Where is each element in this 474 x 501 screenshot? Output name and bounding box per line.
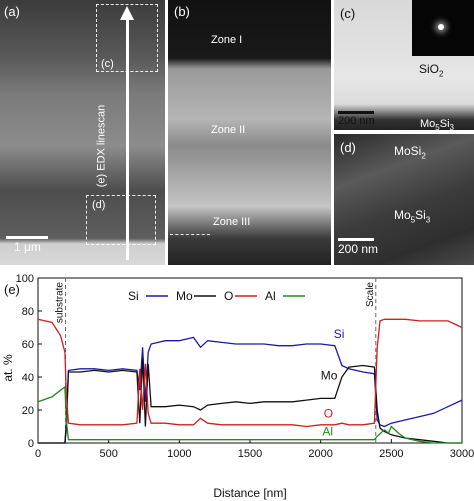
zone-label-1: Zone I — [211, 34, 243, 46]
linescan-arrow-head — [120, 6, 134, 20]
y-tick-label: 100 — [16, 273, 34, 285]
y-axis-label: at. % — [1, 354, 15, 382]
panel-label-a: (a) — [4, 4, 20, 19]
legend-label-mo: Mo — [176, 289, 193, 303]
y-tick-label: 60 — [22, 339, 34, 351]
micrograph-panel-d: (d) MoSi2 Mo5Si3 200 nm — [334, 134, 474, 265]
scale-bar-a — [6, 236, 48, 239]
zone-label-2: Zone II — [211, 124, 246, 136]
diffraction-inset — [412, 0, 474, 56]
callout-label-d: (d) — [92, 199, 106, 211]
y-tick-label: 20 — [22, 405, 34, 417]
series-label-al: Al — [322, 424, 333, 438]
x-tick-label: 2500 — [379, 448, 403, 460]
phase-label-mo5si3-d: Mo5Si3 — [394, 208, 431, 225]
scale-label-d: 200 nm — [338, 242, 379, 256]
zone-label-3: Zone III — [213, 216, 251, 228]
series-label-o: O — [324, 406, 333, 420]
x-axis-label: Distance [nm] — [213, 486, 286, 500]
edx-linescan-chart: (e) 0 500 1000 1500 2000 2500 3000 0 20 40 60 80 100… — [1, 273, 474, 500]
panel-label-b: (b) — [174, 4, 190, 19]
legend-label-si: Si — [128, 289, 139, 303]
substrate-label: substrate — [55, 282, 66, 324]
diffraction-spot-icon — [438, 24, 444, 30]
x-tick-label: 500 — [99, 448, 117, 460]
linescan-arrow-shaft — [126, 20, 129, 260]
micrograph-panel-a: (a) (c) (d) (e) EDX linescan 1 μm — [0, 0, 165, 265]
scale-label: Scale — [365, 282, 376, 307]
x-tick-label: 0 — [35, 448, 41, 460]
region-box-d — [86, 195, 156, 245]
panel-label-c: (c) — [340, 6, 356, 21]
linescan-label: (e) EDX linescan — [95, 104, 108, 188]
phase-label-mosi2: MoSi2 — [394, 144, 426, 161]
micrograph-panel-b: (b) Zone I Zone II Zone III — [168, 0, 331, 265]
phase-label-sio2: SiO2 — [419, 62, 444, 79]
zone3-marker — [170, 234, 210, 236]
x-tick-label: 2000 — [308, 448, 332, 460]
panel-label-d: (d) — [340, 140, 356, 155]
x-tick-label: 1000 — [167, 448, 191, 460]
scale-bar-c — [338, 111, 374, 114]
series-label-mo: Mo — [321, 368, 338, 382]
micrograph-panel-c: (c) SiO2 200 nm Mo5Si3 — [334, 0, 474, 130]
series-label-si: Si — [334, 327, 345, 341]
series-line-al — [37, 385, 462, 444]
series-line-o — [37, 318, 463, 428]
scale-label-a: 1 μm — [14, 240, 41, 254]
series-line-mo — [38, 357, 462, 444]
legend-label-al: Al — [265, 289, 276, 303]
y-tick-label: 80 — [22, 306, 34, 318]
scale-bar-d — [338, 238, 374, 241]
callout-label-c: (c) — [101, 58, 114, 70]
x-tick-label: 1500 — [238, 448, 262, 460]
series-line-si — [38, 336, 463, 444]
panel-label-e: (e) — [4, 282, 20, 297]
scale-label-c: 200 nm — [338, 115, 375, 127]
legend-label-o: O — [224, 289, 233, 303]
y-tick-label: 0 — [28, 438, 34, 450]
plot-frame — [37, 277, 463, 444]
y-tick-label: 40 — [22, 372, 34, 384]
x-tick-label: 3000 — [450, 448, 474, 460]
phase-label-mo5si3-c: Mo5Si3 — [420, 118, 454, 130]
